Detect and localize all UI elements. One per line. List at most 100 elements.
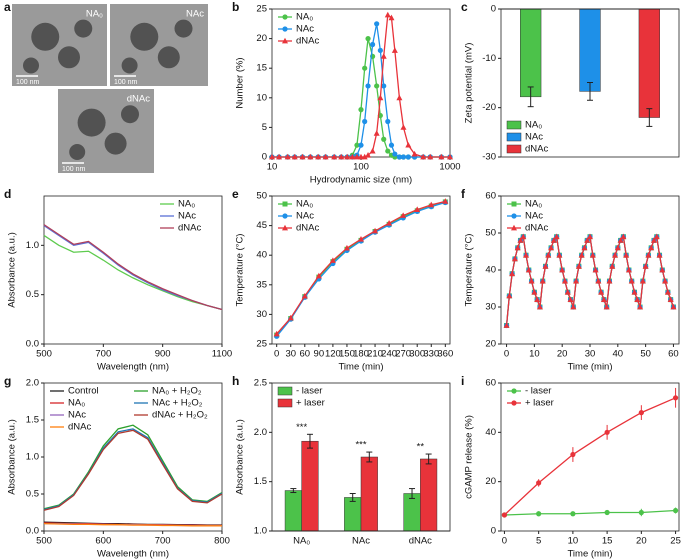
legend-label: NA₀ <box>296 12 313 23</box>
x-axis-label: Time (min) <box>567 549 612 560</box>
y-tick-label: 40 <box>256 250 267 261</box>
x-tick-label: 10 <box>529 349 540 360</box>
x-tick-label: 270 <box>395 349 411 360</box>
marker <box>438 153 445 160</box>
y-tick-label: 50 <box>485 228 496 239</box>
marker <box>374 21 380 27</box>
marker <box>598 289 605 295</box>
x-tick-label: NAc <box>352 536 370 547</box>
x-axis-label: Time (min) <box>567 362 612 373</box>
marker <box>525 266 532 273</box>
bar <box>520 8 542 98</box>
series-line <box>43 224 223 311</box>
y-tick-label: -30 <box>482 152 496 163</box>
y-tick-label: 5 <box>262 122 267 133</box>
x-tick-label: 300 <box>409 349 425 360</box>
y-tick-label: 40 <box>485 265 496 276</box>
scale-label: 100 nm <box>114 79 138 86</box>
marker <box>628 277 635 284</box>
y-axis-label: Temperature (°C) <box>464 234 475 307</box>
marker <box>385 118 391 125</box>
series-line <box>43 234 223 311</box>
marker <box>388 142 395 148</box>
panel-letter: h <box>232 374 239 388</box>
series-line <box>503 397 676 516</box>
marker <box>420 153 427 160</box>
marker <box>589 252 596 258</box>
x-tick-label: 900 <box>155 349 171 360</box>
marker <box>343 244 350 251</box>
y-axis-label: Temperature (°C) <box>235 234 246 307</box>
marker <box>414 206 421 213</box>
x-tick-label: 60 <box>668 349 679 360</box>
marker <box>287 314 294 321</box>
y-tick-label: 20 <box>256 33 267 44</box>
panel-letter: g <box>4 374 11 388</box>
marker <box>553 233 560 240</box>
significance: *** <box>296 422 307 433</box>
y-axis-label: Absorbance (a.u.) <box>7 419 18 495</box>
x-tick-label: 10 <box>568 536 579 547</box>
legend-label: dNAc <box>178 223 201 234</box>
marker <box>656 252 663 258</box>
image-label: NAc <box>186 9 204 20</box>
x-tick-label: 800 <box>214 536 230 547</box>
legend-label: dNAc <box>296 223 319 234</box>
marker <box>344 153 351 160</box>
x-tick-label: 60 <box>300 349 311 360</box>
marker <box>291 153 298 160</box>
panel-letter: f <box>461 187 466 201</box>
legend-label: NAc <box>296 24 314 35</box>
panel-letter: d <box>4 187 11 201</box>
y-tick-label: 0.5 <box>26 489 39 500</box>
x-tick-label: 100 <box>353 162 369 173</box>
marker <box>531 289 538 295</box>
panel-letter: i <box>461 374 464 388</box>
marker <box>400 212 407 218</box>
marker <box>315 272 322 279</box>
particle <box>77 108 106 137</box>
particle <box>58 46 80 69</box>
marker <box>511 213 517 219</box>
marker <box>276 153 283 160</box>
x-tick-label: 1000 <box>439 162 460 173</box>
series-line <box>43 429 223 511</box>
marker <box>282 213 288 219</box>
marker <box>662 277 669 284</box>
image-label: NA₀ <box>86 9 103 20</box>
marker <box>620 233 627 240</box>
marker <box>501 512 508 518</box>
legend-label: dNAc <box>525 223 548 234</box>
marker <box>396 94 403 101</box>
marker <box>358 107 364 113</box>
y-tick-label: 20 <box>485 339 496 350</box>
marker <box>604 429 610 435</box>
marker <box>575 263 582 269</box>
marker <box>642 263 649 269</box>
legend-swatch <box>277 386 293 396</box>
marker <box>664 289 671 295</box>
legend-label: dNAc + H₂O₂ <box>152 410 208 421</box>
marker <box>322 153 329 160</box>
x-tick-label: 0 <box>502 536 507 547</box>
bar <box>360 456 378 532</box>
x-tick-label: 30 <box>285 349 296 360</box>
marker <box>349 153 356 160</box>
marker <box>578 252 585 258</box>
particle <box>104 132 127 155</box>
x-tick-label: 120 <box>325 349 341 360</box>
marker <box>405 141 412 148</box>
y-tick-label: 1.0 <box>26 452 39 463</box>
particle <box>157 46 180 69</box>
marker <box>536 303 543 310</box>
bar <box>638 8 660 118</box>
x-tick-label: dNAc <box>409 536 432 547</box>
marker <box>600 296 607 302</box>
x-tick-label: 5 <box>536 536 541 547</box>
y-tick-label: 2.0 <box>254 427 267 438</box>
marker <box>442 198 449 204</box>
legend-label: + laser <box>525 398 554 409</box>
marker <box>373 130 380 136</box>
legend-label: NAc <box>525 211 543 222</box>
marker <box>645 252 652 258</box>
